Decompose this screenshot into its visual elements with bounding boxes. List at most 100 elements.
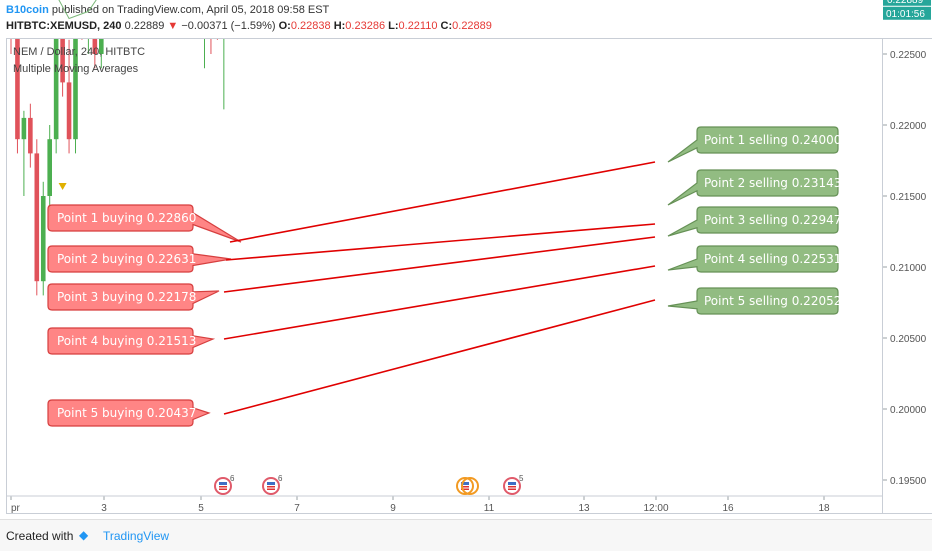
price-change: −0.00371 (−1.59%) <box>181 20 276 32</box>
y-tick-label: 0.20500 <box>890 334 927 345</box>
candle-body[interactable] <box>202 0 207 4</box>
sell-callout-1[interactable] <box>667 126 839 163</box>
low-value: 0.22110 <box>398 20 438 32</box>
last-price: 0.22889 <box>124 20 165 32</box>
candle-body[interactable] <box>21 117 27 140</box>
price-scale[interactable] <box>883 38 932 514</box>
countdown-tag-label: 01:01:56 <box>886 9 925 20</box>
candle-body[interactable] <box>28 117 33 154</box>
candle-body[interactable] <box>92 0 98 54</box>
y-tick-label: 0.22500 <box>890 50 927 61</box>
symbol-label: HITBTC:XEMUSD, 240 <box>6 20 122 32</box>
trend-line-3[interactable] <box>223 236 656 293</box>
buy-callout-5[interactable] <box>47 399 211 427</box>
open-label: O: <box>278 20 291 32</box>
candle-body[interactable] <box>53 26 59 140</box>
event-flag-stripe <box>219 488 227 490</box>
chart-title: NEM / Dollar, 240, HITBTC <box>13 46 146 58</box>
y-tick-label: 0.21000 <box>890 263 927 274</box>
x-tick-label: 3 <box>101 503 107 514</box>
sell-callout-label: Point 3 selling 0.22947 <box>704 213 841 227</box>
publish-line: B10coin published on TradingView.com, Ap… <box>6 4 329 16</box>
last-price-tag-label: 0.22889 <box>887 0 924 6</box>
candle-body[interactable] <box>40 196 46 282</box>
candle-body[interactable] <box>9 26 14 33</box>
close-value: 0.22889 <box>452 20 492 32</box>
candles-group <box>9 0 227 296</box>
sell-callout-5[interactable] <box>667 287 839 315</box>
event-count: 5 <box>519 474 524 483</box>
tradingview-logo-icon[interactable]: ◆ <box>79 528 89 542</box>
indicator-label[interactable]: Multiple Moving Averages <box>13 63 139 75</box>
candle-body[interactable] <box>215 0 220 11</box>
buy-callout-3[interactable] <box>47 283 220 311</box>
x-tick-label: 18 <box>818 503 830 514</box>
open-value: 0.22838 <box>290 20 331 32</box>
event-count: 6 <box>230 474 235 483</box>
sell-callout-label: Point 5 selling 0.22052 <box>704 294 841 308</box>
candle-body[interactable] <box>222 0 227 6</box>
countdown-tag <box>883 6 931 20</box>
sell-callout-3[interactable] <box>667 206 839 237</box>
tradingview-brand-link[interactable]: TradingView <box>103 529 170 543</box>
candle-body[interactable] <box>60 26 65 83</box>
buy-callout-1[interactable] <box>47 204 242 243</box>
y-tick-label: 0.22000 <box>890 121 927 132</box>
x-tick-label: 9 <box>390 503 396 514</box>
sell-callout-2[interactable] <box>667 169 839 206</box>
trend-line-4[interactable] <box>223 265 656 340</box>
author-link[interactable]: B10coin <box>6 4 49 16</box>
event-flag-stripe <box>267 486 275 488</box>
created-with-text: Created with <box>6 529 74 543</box>
moving-average-line <box>58 0 97 20</box>
buy-callout-label: Point 3 buying 0.22178 <box>57 290 196 304</box>
candle-body[interactable] <box>66 82 72 140</box>
event-flag-stripe <box>508 488 516 490</box>
event-flag-ring-icon <box>461 477 479 495</box>
trend-line-5[interactable] <box>223 299 656 415</box>
low-label: L: <box>388 20 399 32</box>
sell-callout-label: Point 1 selling 0.24000 <box>704 133 841 147</box>
published-text: published on TradingView.com, April 05, … <box>48 4 330 16</box>
high-label: H: <box>333 20 346 32</box>
change-down-icon: ▼ <box>167 20 179 32</box>
close-label: C: <box>440 20 453 32</box>
x-tick-label: 7 <box>294 503 300 514</box>
event-flag-stripe <box>267 488 275 490</box>
chart-pane[interactable] <box>6 38 883 514</box>
sell-callout-4[interactable] <box>667 245 839 273</box>
x-tick-label: 12:00 <box>643 503 668 514</box>
candle-body[interactable] <box>47 139 52 196</box>
y-tick-label: 0.21500 <box>890 192 927 203</box>
buy-callout-label: Point 2 buying 0.22631 <box>57 252 196 266</box>
y-tick-label: 0.19500 <box>890 476 927 487</box>
candle-body[interactable] <box>196 0 201 4</box>
signal-triangle-icon <box>58 183 67 190</box>
sell-callout-label: Point 2 selling 0.23143 <box>704 176 841 190</box>
buy-callout-label: Point 1 buying 0.22860 <box>57 211 196 225</box>
y-tick-label: 0.20000 <box>890 405 927 416</box>
trend-line-1[interactable] <box>229 161 656 243</box>
event-flag-canton <box>461 482 469 485</box>
x-tick-label: 11 <box>484 503 495 514</box>
candle-body[interactable] <box>34 153 40 282</box>
event-flag-stripe <box>219 486 227 488</box>
event-count: 6 <box>278 474 283 483</box>
buy-callout-4[interactable] <box>47 327 216 355</box>
event-flag-stripe <box>461 488 469 490</box>
high-value: 0.23286 <box>345 20 386 32</box>
buy-callout-label: Point 5 buying 0.20437 <box>57 406 196 420</box>
trend-line-2[interactable] <box>225 223 656 261</box>
x-tick-label: 5 <box>198 503 204 514</box>
x-tick-label: 16 <box>722 503 734 514</box>
event-flag-canton <box>508 482 516 485</box>
candle-body[interactable] <box>15 33 20 140</box>
candle-body[interactable] <box>73 0 78 140</box>
event-flag-canton <box>267 482 275 485</box>
candle-body[interactable] <box>80 0 85 19</box>
chart-canvas[interactable]: 0.19500 0.20000 0.20500 0.21000 0.21500 0.220… <box>0 0 932 519</box>
buy-callout-2[interactable] <box>47 245 232 273</box>
candle-body[interactable] <box>99 0 104 54</box>
x-tick-label: pr <box>11 503 21 514</box>
event-flag-stripe <box>461 486 469 488</box>
